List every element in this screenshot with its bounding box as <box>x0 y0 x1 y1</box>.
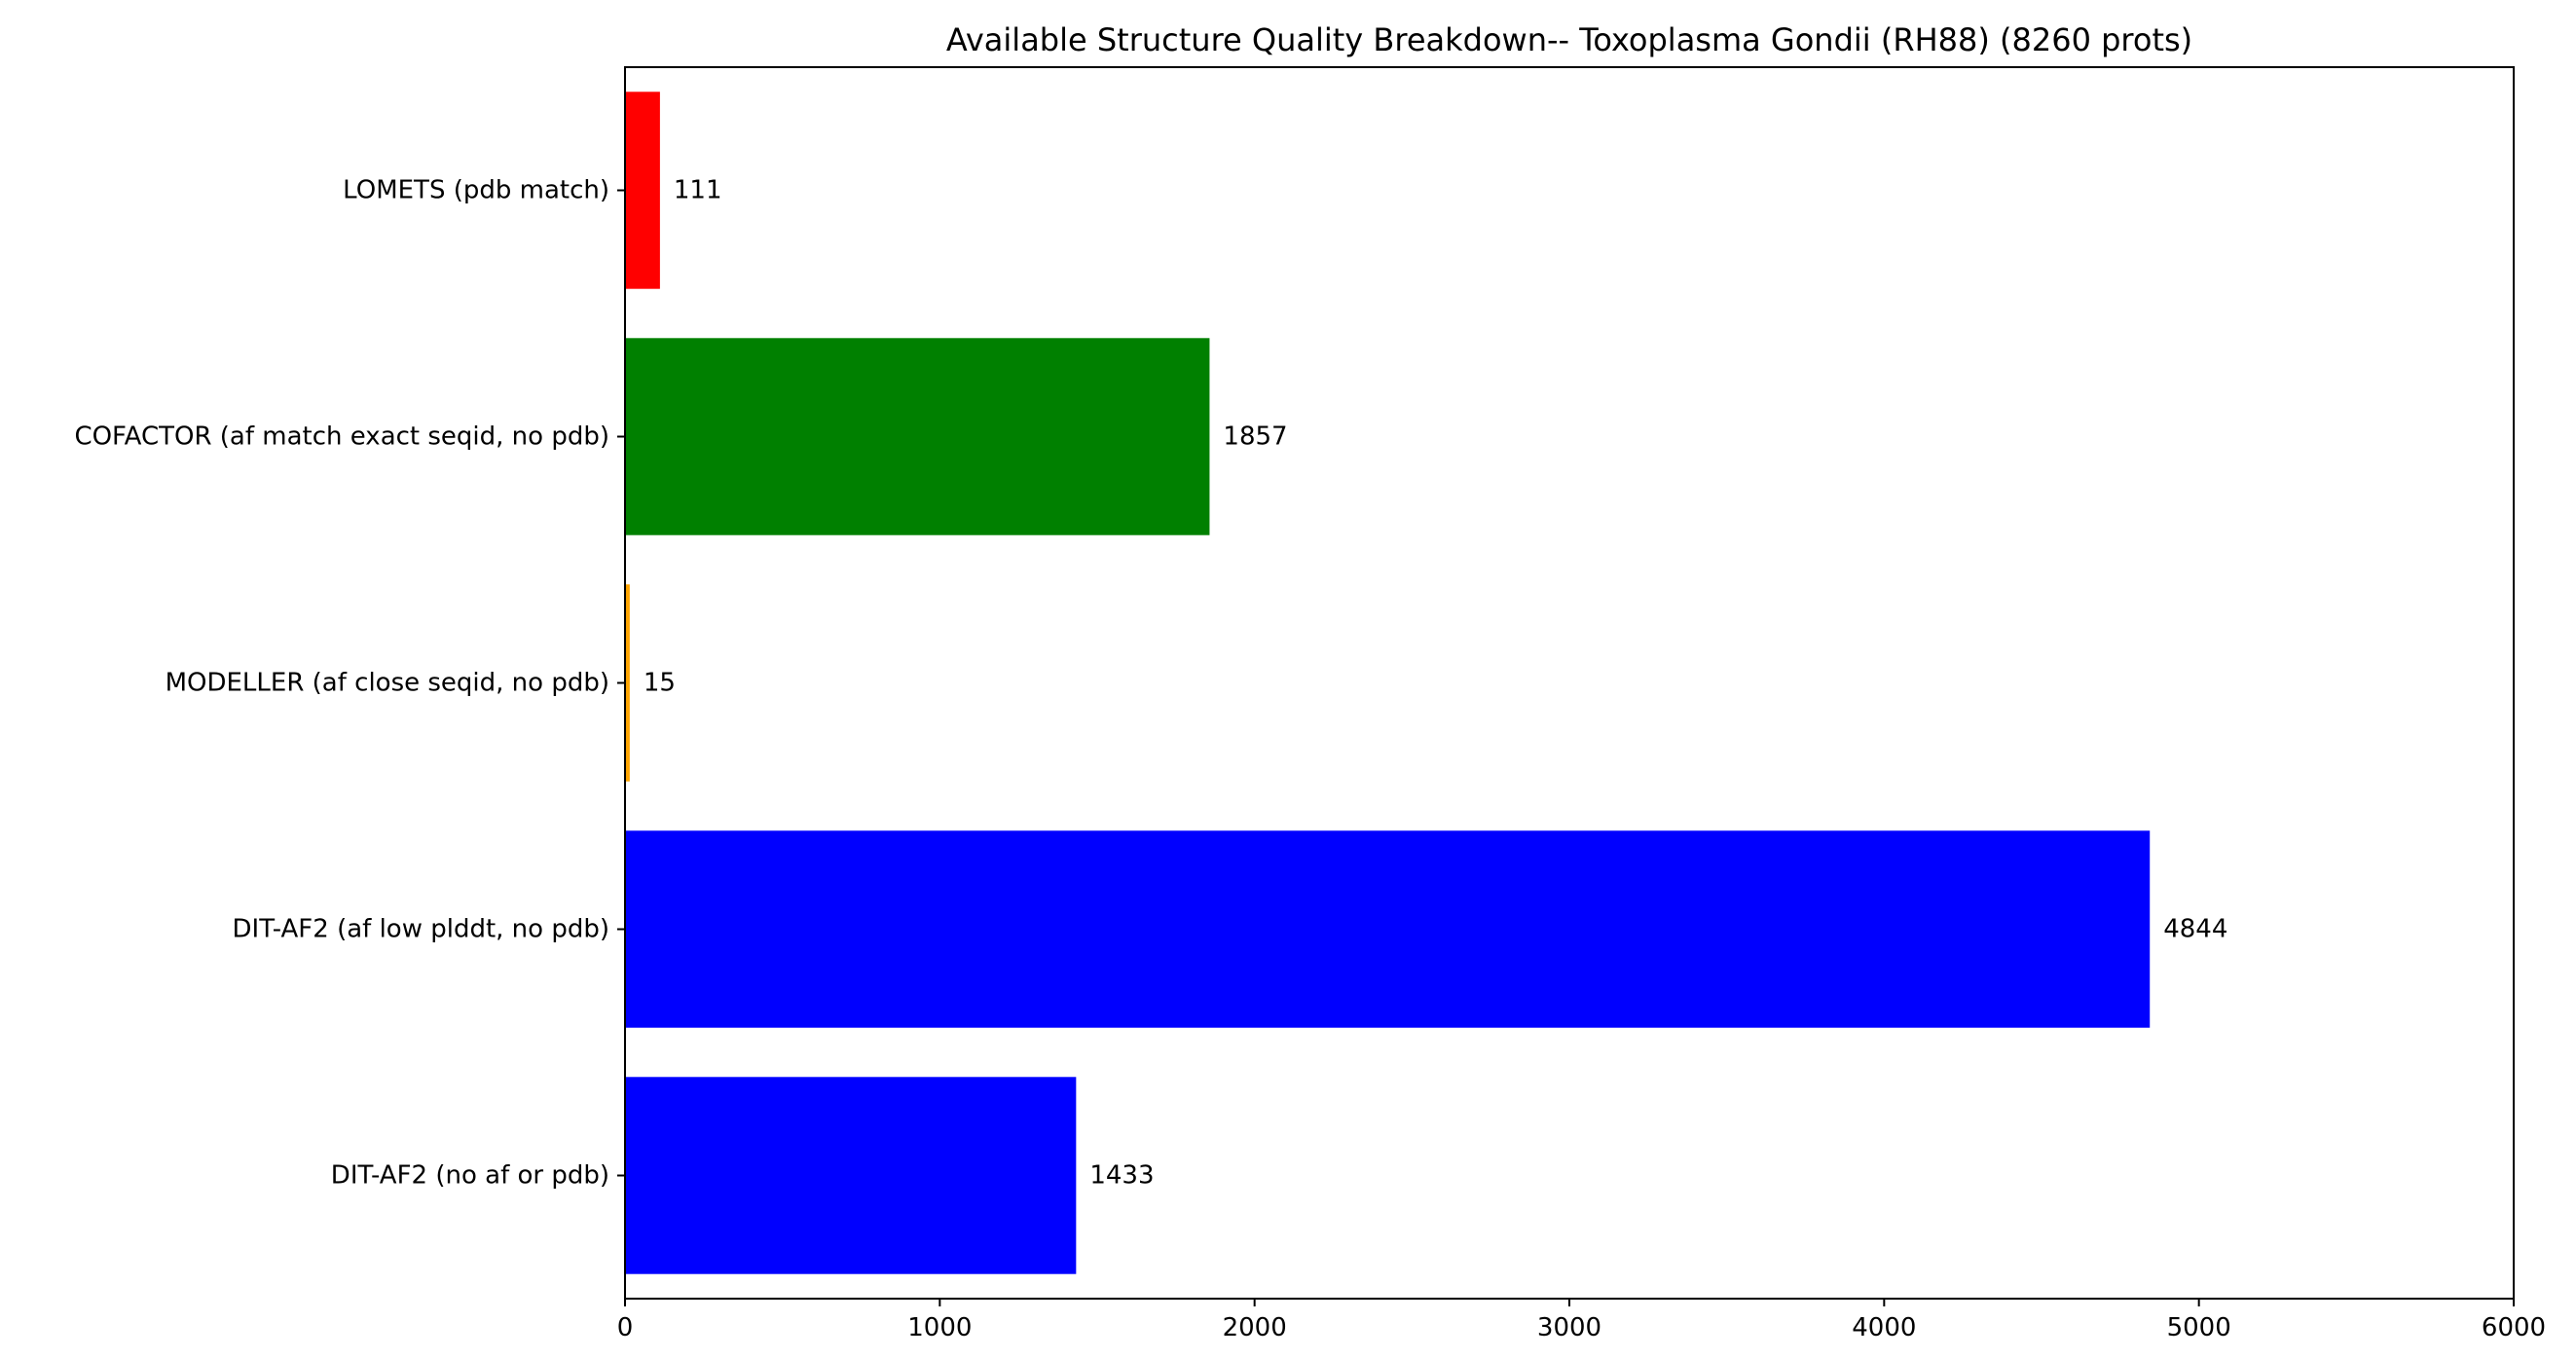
bar-value-label: 1857 <box>1223 422 1287 452</box>
category-label: MODELLER (af close seqid, no pdb) <box>166 669 609 698</box>
chart-title: Available Structure Quality Breakdown-- … <box>946 21 2192 58</box>
x-tick-label: 6000 <box>2482 1313 2546 1342</box>
x-axis-ticks: 0 1000 2000 3000 4000 5000 6000 <box>617 1299 2546 1342</box>
bar <box>625 1077 1077 1274</box>
x-tick-label: 1000 <box>907 1313 972 1342</box>
bar-value-label: 15 <box>644 669 676 698</box>
bar-value-label: 1433 <box>1089 1161 1154 1191</box>
plot-frame <box>624 66 2515 1300</box>
x-tick-label: 3000 <box>1537 1313 1601 1342</box>
category-label: COFACTOR (af match exact seqid, no pdb) <box>74 422 609 452</box>
bar <box>625 92 660 289</box>
bar <box>625 338 1210 535</box>
bar <box>625 830 2151 1028</box>
bar <box>625 584 630 782</box>
bar-value-label: 4844 <box>2163 915 2227 944</box>
category-label: LOMETS (pdb match) <box>343 176 609 205</box>
bars-group: 111 1857 15 4844 1433 <box>625 92 2227 1274</box>
x-tick-label: 2000 <box>1223 1313 1287 1342</box>
category-labels: LOMETS (pdb match) COFACTOR (af match exa… <box>74 176 625 1191</box>
category-label: DIT-AF2 (af low plddt, no pdb) <box>233 915 609 944</box>
x-tick-label: 5000 <box>2167 1313 2231 1342</box>
bar-value-label: 111 <box>674 176 722 205</box>
category-label: DIT-AF2 (no af or pdb) <box>331 1161 609 1191</box>
x-tick-label: 4000 <box>1852 1313 1916 1342</box>
x-tick-label: 0 <box>617 1313 634 1342</box>
